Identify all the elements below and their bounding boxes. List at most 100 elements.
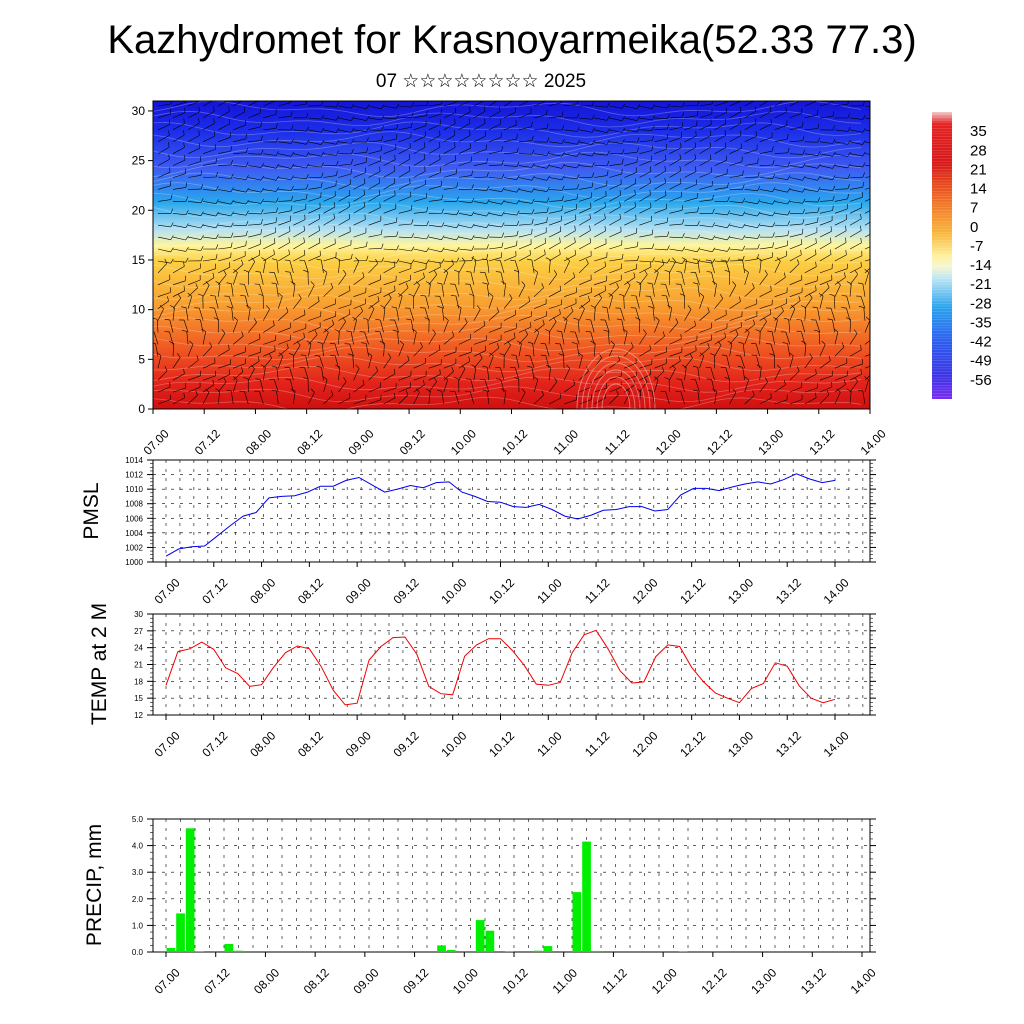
wind-barb-shaft: [639, 160, 652, 166]
wind-barb-shaft: [563, 319, 568, 333]
wind-barb-shaft: [368, 129, 382, 131]
wind-barb-shaft: [699, 135, 712, 143]
wind-barb-shaft: [579, 117, 593, 120]
wind-barb-flag: [826, 282, 830, 288]
wind-barb-flag: [336, 160, 339, 166]
wind-barb-flag: [375, 331, 381, 333]
isotherm-line: [153, 264, 861, 281]
x-tick-label: 10.12: [486, 728, 517, 759]
wind-barb-shaft: [187, 386, 201, 393]
chart-subtitle: 07 ☆☆☆☆☆☆☆☆ 2025: [375, 71, 587, 92]
wind-barb-shaft: [609, 141, 623, 144]
wind-barb-shaft: [187, 101, 201, 107]
wind-barb-flag: [832, 195, 835, 201]
wind-barb-flag: [272, 320, 275, 326]
wind-barb-shaft: [579, 386, 592, 393]
wind-barb-shaft: [334, 343, 339, 357]
wind-barb-shaft: [684, 259, 687, 273]
wind-barb-shaft: [639, 319, 641, 333]
wind-barb-shaft: [172, 357, 181, 369]
wind-barb-shaft: [789, 140, 803, 143]
wind-barb-shaft: [578, 308, 585, 321]
wind-barb-flag: [575, 214, 577, 220]
wind-barb-flag: [381, 229, 383, 235]
wind-barb-flag: [591, 151, 595, 157]
wind-barb-shaft: [202, 331, 206, 345]
wind-barb-shaft: [172, 102, 186, 107]
wind-barb-flag: [576, 139, 580, 145]
wind-barb-flag: [241, 331, 244, 337]
wind-barb-shaft: [172, 298, 182, 309]
wind-barb-shaft: [323, 272, 328, 285]
wind-barb-shaft: [725, 367, 730, 381]
wind-barb-flag: [233, 316, 238, 321]
wind-barb-flag: [436, 389, 442, 392]
wind-barb-flag: [585, 331, 591, 333]
wind-barb-flag: [361, 342, 367, 344]
wind-barb-shaft: [609, 244, 622, 250]
wind-barb-shaft: [804, 297, 813, 309]
wind-barb-shaft: [503, 235, 517, 238]
wind-barb-flag: [817, 217, 819, 223]
wind-barb-flag: [425, 281, 431, 285]
wind-barb-shaft: [383, 159, 396, 166]
wind-barb-flag: [621, 253, 624, 259]
wind-barb-shaft: [308, 316, 321, 321]
wind-barb-shaft: [293, 283, 296, 297]
wind-barb-shaft: [774, 101, 784, 107]
wind-barb-shaft: [609, 279, 622, 286]
wind-barb-shaft: [594, 290, 606, 297]
wind-barb-flag: [621, 116, 625, 121]
wind-barb-shaft: [308, 343, 312, 357]
wind-barb-flag: [185, 210, 189, 215]
wind-barb-shaft: [699, 124, 712, 131]
wind-barb-flag: [801, 340, 807, 344]
wind-barb-shaft: [203, 149, 216, 154]
wind-barb-shaft: [172, 134, 185, 143]
wind-barb-flag: [727, 340, 733, 344]
wind-barb-flag: [634, 178, 637, 184]
wind-barb-flag: [426, 259, 430, 264]
wind-barb-shaft: [157, 260, 171, 264]
wind-barb-shaft: [260, 272, 264, 285]
wind-barb-flag: [541, 390, 544, 396]
wind-barb-shaft: [729, 343, 733, 357]
wind-barb-flag: [276, 197, 279, 203]
wind-barb-shaft: [744, 201, 758, 205]
wind-barb-shaft: [669, 126, 683, 131]
wind-barb-shaft: [428, 199, 442, 202]
precip-y-axis: 0.01.02.03.04.05.0: [132, 815, 144, 957]
wind-barb-flag: [755, 329, 761, 332]
wind-barb-shaft: [804, 221, 818, 226]
wind-barb-shaft: [443, 102, 457, 107]
wind-barb-flag: [862, 101, 865, 106]
wind-barb-shaft: [563, 242, 576, 250]
wind-barb-shaft: [864, 210, 870, 214]
wind-barb-flag: [330, 354, 336, 356]
wind-barb-flag: [350, 128, 355, 133]
wind-barb-shaft: [684, 236, 698, 240]
wind-barb-shaft: [849, 333, 858, 345]
wind-barb-flag: [619, 190, 621, 196]
wind-barb-flag: [682, 233, 685, 238]
wind-barb-shaft: [278, 220, 291, 226]
wind-barb-shaft: [684, 184, 697, 190]
wind-barb-flag: [604, 225, 606, 231]
wind-barb-flag: [817, 137, 821, 143]
wind-barb-shaft: [293, 254, 306, 262]
wind-barb-flag: [409, 178, 411, 184]
wind-barb-flag: [223, 270, 227, 275]
wind-barb-flag: [343, 377, 347, 382]
wind-barb-shaft: [864, 246, 870, 250]
wind-barb-flag: [229, 369, 231, 375]
wind-barb-shaft: [740, 355, 745, 369]
wind-barb-shaft: [383, 387, 397, 393]
wind-barb-flag: [303, 332, 305, 338]
x-tick-label: 07.12: [201, 965, 232, 996]
wind-barb-flag: [680, 142, 682, 148]
wind-barb-flag: [215, 388, 220, 392]
wind-barb-shaft: [699, 113, 712, 119]
wind-barb-shaft: [263, 101, 276, 107]
wind-barb-flag: [873, 367, 875, 372]
wind-barb-flag: [479, 353, 483, 359]
